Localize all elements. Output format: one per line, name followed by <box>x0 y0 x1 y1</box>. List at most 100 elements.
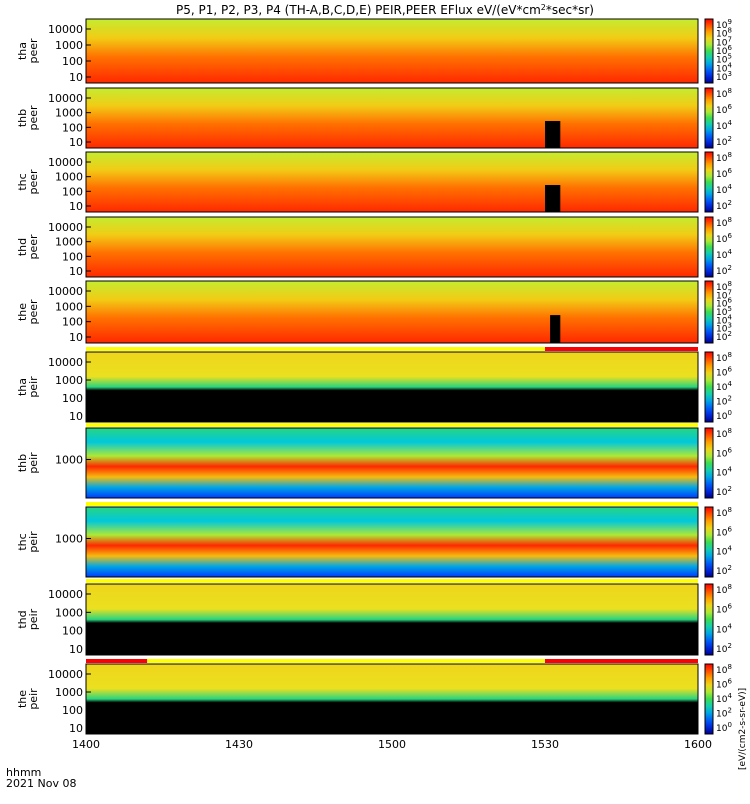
cbar-tick-exp-thd_peir-1: 6 <box>727 603 732 611</box>
mode-bar-tha_peir-0 <box>86 347 545 351</box>
ylabel-sc-the_peir: the <box>16 690 29 708</box>
cbar-tick-base-thb_peer-1: 10 <box>716 106 728 116</box>
ylabel-sc-tha_peir: tha <box>16 378 29 396</box>
cbar-tick-exp-thb_peer-2: 4 <box>727 119 732 127</box>
ylabel-sc-tha_peer: tha <box>16 42 29 60</box>
frame-thc_peir <box>85 506 699 578</box>
cbar-tick-exp-tha_peer-3: 6 <box>727 44 732 52</box>
spectrogram-thb_peer <box>86 88 698 148</box>
cbar-tick-the_peer-6: 102 <box>716 330 732 343</box>
cbar-tick-thd_peer-3: 102 <box>716 264 732 277</box>
cbar-tick-base-the_peer-2: 10 <box>716 300 728 310</box>
cbar-tick-the_peer-5: 103 <box>716 322 732 335</box>
cbar-tick-exp-the_peer-3: 5 <box>727 305 731 313</box>
cbar-tick-base-thc_peer-2: 10 <box>716 186 728 196</box>
cbar-tick-base-thd_peir-1: 10 <box>716 606 728 616</box>
ytick-label-tha_peer-1: 1000 <box>55 39 83 52</box>
cbar-tick-exp-the_peir-3: 2 <box>727 707 731 715</box>
colorbar-thc_peir <box>704 506 714 578</box>
colorbar-thb_peir <box>704 427 714 499</box>
ylabel-species-tha_peer: peer <box>27 38 40 64</box>
ytick-label-tha_peir-1: 1000 <box>55 374 83 387</box>
mode-bar-the_peir-2 <box>545 659 698 663</box>
cbar-tick-thd_peir-1: 106 <box>716 603 732 616</box>
cbar-tick-tha_peer-5: 104 <box>716 61 732 74</box>
cbar-tick-the_peir-1: 106 <box>716 678 732 691</box>
cbar-tick-exp-thc_peir-3: 2 <box>727 564 731 572</box>
spectrogram-thd_peir <box>86 584 698 655</box>
ylabel-thd_peir: thdpeir <box>16 608 40 630</box>
cbar-tick-exp-tha_peir-2: 4 <box>727 380 732 388</box>
ylabel-tha_peer: thapeer <box>16 38 40 64</box>
cbar-tick-thd_peir-3: 102 <box>716 642 732 655</box>
ylabel-the_peer: thepeer <box>16 299 40 325</box>
cbar-tick-base-thb_peir-1: 10 <box>716 449 728 459</box>
cbar-tick-tha_peir-0: 108 <box>716 351 732 364</box>
frame-thc_peer <box>85 151 699 213</box>
cbar-tick-exp-thb_peir-2: 4 <box>727 466 732 474</box>
cbar-tick-exp-thb_peir-1: 6 <box>727 446 732 454</box>
cbar-tick-exp-the_peir-1: 6 <box>727 678 732 686</box>
cbar-tick-base-tha_peir-0: 10 <box>716 354 728 364</box>
ytick-label-thc_peer-0: 10000 <box>48 156 83 169</box>
cbar-tick-exp-thb_peir-0: 8 <box>727 427 731 435</box>
colorbar-tha_peir <box>704 351 714 423</box>
cbar-tick-tha_peir-3: 102 <box>716 395 732 408</box>
ylabel-species-tha_peir: peir <box>27 376 40 398</box>
ytick-label-thc_peir-0: 1000 <box>55 533 83 546</box>
cbar-tick-thb_peir-2: 104 <box>716 466 732 479</box>
ytick-label-thd_peir-3: 10 <box>69 643 83 656</box>
cbar-tick-base-the_peir-0: 10 <box>716 666 728 676</box>
cbar-tick-base-the_peer-4: 10 <box>716 316 728 326</box>
cbar-tick-base-thc_peir-3: 10 <box>716 567 728 577</box>
xtick-label-4: 1600 <box>684 738 712 751</box>
cbar-tick-exp-thc_peir-2: 4 <box>727 545 732 553</box>
cbar-tick-base-thd_peer-3: 10 <box>716 267 728 277</box>
ytick-label-tha_peer-2: 100 <box>62 55 83 68</box>
cbar-tick-base-the_peer-0: 10 <box>716 283 728 293</box>
colorbar-thc_peer <box>704 151 714 213</box>
cbar-tick-tha_peer-4: 105 <box>716 53 732 66</box>
cbar-tick-base-the_peer-3: 10 <box>716 308 728 318</box>
cbar-tick-base-thb_peir-2: 10 <box>716 469 728 479</box>
cbar-tick-the_peir-4: 100 <box>716 721 732 734</box>
frame-thb_peer <box>85 87 699 149</box>
colorbar-thb_peer <box>704 87 714 149</box>
cbar-tick-base-thd_peir-0: 10 <box>716 586 728 596</box>
mode-bar-thc_peir-0 <box>86 502 698 506</box>
cbar-tick-tha_peir-4: 100 <box>716 409 732 422</box>
cbar-tick-base-tha_peer-1: 10 <box>716 30 728 40</box>
ylabel-thd_peer: thdpeer <box>16 234 40 260</box>
ylabel-thb_peir: thbpeir <box>16 452 40 474</box>
cbar-tick-the_peer-4: 104 <box>716 313 732 326</box>
ytick-label-thb_peer-2: 100 <box>62 121 83 134</box>
cbar-tick-base-tha_peer-0: 10 <box>716 21 728 31</box>
cbar-tick-exp-tha_peir-4: 0 <box>727 409 731 417</box>
ytick-label-thc_peer-1: 1000 <box>55 171 83 184</box>
colorbar-unit-label: [eV/(cm2-s-sr-eV)] <box>738 688 748 770</box>
ylabel-species-the_peir: peir <box>27 688 40 710</box>
cbar-tick-base-thb_peir-0: 10 <box>716 430 728 440</box>
cbar-tick-exp-thd_peer-3: 2 <box>727 264 731 272</box>
mode-bar-the_peir-1 <box>147 659 545 663</box>
cbar-tick-thc_peer-2: 104 <box>716 183 732 196</box>
ytick-label-thc_peer-3: 10 <box>69 200 83 213</box>
cbar-tick-thd_peer-2: 104 <box>716 248 732 261</box>
cbar-tick-base-the_peir-1: 10 <box>716 681 728 691</box>
chart-title-main: P5, P1, P2, P3, P4 (TH-A,B,C,D,E) PEIR,P… <box>176 3 541 17</box>
cbar-tick-base-thb_peer-2: 10 <box>716 122 728 132</box>
xtick-label-0: 1400 <box>72 738 100 751</box>
cbar-tick-exp-tha_peer-4: 5 <box>727 53 731 61</box>
cbar-tick-base-thb_peir-3: 10 <box>716 488 728 498</box>
cbar-tick-thb_peir-1: 106 <box>716 446 732 459</box>
cbar-tick-base-thd_peer-0: 10 <box>716 219 728 229</box>
cbar-tick-thc_peer-0: 108 <box>716 151 732 164</box>
ylabel-sc-thb_peer: thb <box>16 109 29 127</box>
cbar-tick-base-tha_peir-4: 10 <box>716 412 728 422</box>
ytick-label-tha_peir-3: 10 <box>69 410 83 423</box>
cbar-tick-tha_peer-3: 106 <box>716 44 732 57</box>
cbar-tick-exp-thb_peer-1: 6 <box>727 103 732 111</box>
